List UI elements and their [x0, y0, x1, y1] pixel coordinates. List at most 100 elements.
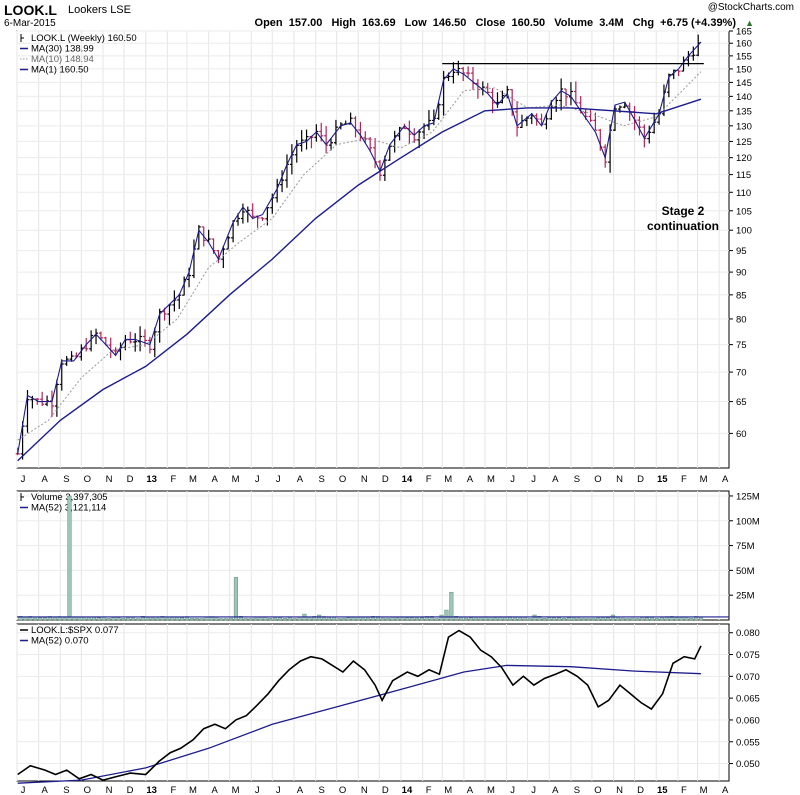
- ohlc-bar: [314, 124, 319, 142]
- ohlc-bar: [652, 112, 657, 134]
- price-x-tick-label: J: [255, 474, 260, 485]
- volume-bar: [434, 618, 439, 621]
- price-x-tick-label: D: [382, 474, 389, 485]
- rs-x-tick-label: N: [361, 785, 368, 795]
- volume-bar: [478, 617, 483, 621]
- price-x-tick-label: O: [84, 474, 91, 485]
- price-tick-label: 95: [736, 246, 747, 257]
- price-x-tick-label: F: [426, 474, 432, 485]
- volume-bar: [571, 617, 576, 621]
- volume-bar: [268, 617, 273, 621]
- ohlc-bar: [568, 82, 573, 106]
- ohlc-bar: [612, 105, 617, 132]
- volume-bar: [380, 617, 385, 621]
- volume-bar: [674, 617, 679, 621]
- rs-x-tick-label: J: [255, 785, 260, 795]
- price-tick-label: 135: [736, 106, 752, 117]
- volume-bar: [556, 617, 562, 621]
- price-tick-label: 105: [736, 206, 752, 217]
- volume-bar: [537, 616, 542, 621]
- volume-bar: [395, 617, 400, 621]
- symbol-title: LOOK.L: [4, 2, 57, 18]
- rs-x-tick-label: J: [510, 785, 515, 795]
- price-x-tick-label: A: [467, 474, 474, 485]
- rs-tick-label: 0.055: [736, 737, 760, 748]
- price-tick-label: 60: [736, 429, 747, 440]
- ohlc-bar: [637, 116, 642, 136]
- ohlc-bar: [294, 139, 299, 163]
- volume-bar: [336, 618, 341, 621]
- rs-tick-label: 0.060: [736, 715, 760, 726]
- rs-x-tick-label: A: [42, 785, 49, 795]
- price-x-tick-label: D: [637, 474, 644, 485]
- ma30-line: [17, 98, 702, 462]
- volume-bar: [86, 616, 92, 621]
- volume-bar: [106, 618, 111, 621]
- rs-x-tick-label: A: [722, 785, 729, 795]
- volume-bar: [282, 618, 287, 621]
- price-tick-label: 130: [736, 121, 752, 132]
- price-x-tick-label: A: [211, 474, 218, 485]
- price-tick-label: 65: [736, 397, 747, 408]
- rs-x-tick-label: M: [487, 785, 495, 795]
- ma1-line: [17, 41, 702, 454]
- ohlc-bar: [490, 88, 495, 114]
- price-x-tick-label: S: [63, 474, 69, 485]
- date-label: 6-Mar-2015: [4, 18, 56, 29]
- volume-bar: [96, 617, 101, 621]
- ohlc-bar: [265, 207, 270, 226]
- ohlc-bar: [304, 129, 309, 150]
- volume-bar: [121, 618, 126, 621]
- ohlc-bar: [691, 46, 696, 61]
- volume-bar: [361, 616, 366, 621]
- price-tick-label: 75: [736, 340, 747, 351]
- price-x-tick-label: A: [297, 474, 304, 485]
- volume-tick-label: 100M: [736, 516, 760, 527]
- price-x-tick-label: M: [487, 474, 495, 485]
- volume-bar: [542, 618, 547, 621]
- ohlc-bar: [554, 97, 559, 112]
- price-x-tick-label: 14: [402, 474, 413, 485]
- ohlc-bar: [510, 89, 515, 116]
- volume-bar: [111, 617, 116, 621]
- rs-x-tick-label: D: [382, 785, 389, 795]
- rs-tick-label: 0.075: [736, 650, 760, 661]
- ohlc-bar: [142, 329, 147, 347]
- volume-bar: [194, 617, 199, 621]
- volume-bar: [150, 617, 155, 621]
- ohlc-bar: [45, 395, 50, 407]
- price-tick-label: 100: [736, 226, 752, 237]
- volume-bar: [297, 617, 302, 621]
- low-value: 146.50: [432, 17, 467, 29]
- rs-x-tick-label: S: [63, 785, 69, 795]
- ohlc-bar: [564, 88, 569, 107]
- rs-x-tick-label: M: [232, 785, 240, 795]
- volume-bar: [91, 616, 96, 621]
- ohlc-bar: [544, 113, 549, 130]
- volume-bar: [552, 617, 557, 621]
- volume-bar: [33, 617, 38, 621]
- volume-bar: [351, 617, 356, 621]
- ohlc-bar: [515, 101, 520, 137]
- rs-legend-label: MA(52) 0.070: [31, 636, 89, 647]
- volume-bar: [131, 617, 136, 621]
- price-legend-label: MA(1) 160.50: [31, 65, 89, 76]
- rs-x-tick-label: D: [637, 785, 644, 795]
- ohlc-bar: [559, 78, 564, 111]
- ohlc-bar: [471, 67, 476, 90]
- price-x-tick-label: N: [361, 474, 368, 485]
- ma10-line: [17, 71, 702, 441]
- price-x-tick-label: M: [444, 474, 452, 485]
- ohlc-bar: [289, 144, 294, 175]
- price-x-tick-label: F: [681, 474, 687, 485]
- price-x-tick-label: 13: [146, 474, 157, 485]
- ohlc-bar: [456, 60, 461, 76]
- volume-bar: [238, 616, 243, 621]
- volume-bar: [488, 617, 493, 621]
- chg-value: +6.75 (+4.39%): [660, 17, 737, 29]
- price-x-tick-label: F: [170, 474, 176, 485]
- rs-x-tick-label: N: [106, 785, 113, 795]
- low-label: Low: [404, 17, 427, 29]
- volume-bar: [155, 617, 160, 621]
- price-x-tick-label: A: [722, 474, 729, 485]
